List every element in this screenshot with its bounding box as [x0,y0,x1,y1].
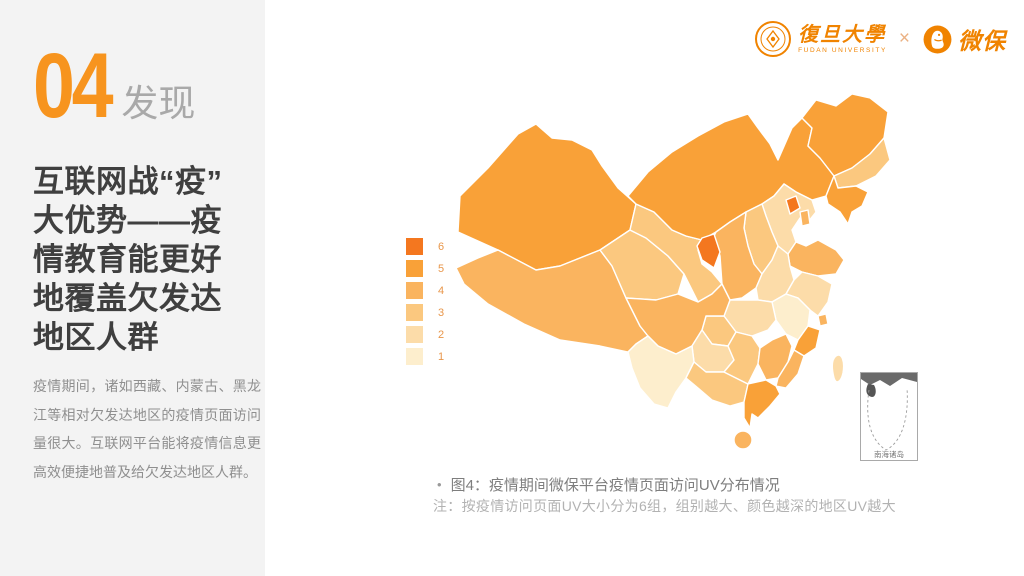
legend-swatch [406,348,423,365]
figure-note: 注：按疫情访问页面UV大小分为6组，组别越大、颜色越深的地区UV越大 [433,498,896,514]
map-legend: 6 5 4 3 2 1 [406,238,444,365]
inset-mainland-shape [861,373,917,386]
logo-separator: × [898,28,910,49]
wesure-penguin-icon [923,25,952,53]
section-header: 04 发现 [33,40,195,132]
wesure-logo: 微保 [922,22,1006,56]
brand-bar: 復旦大學 FUDAN UNIVERSITY × 微保 [754,20,1006,58]
page-title-line: 大优势——疫 [33,203,222,238]
legend-swatch [406,282,423,299]
inset-nine-dash-line [867,387,908,451]
province-ningxia[interactable] [696,233,721,269]
south-china-sea-inset: 南海诸岛 [860,372,918,461]
legend-item: 6 [406,238,444,255]
fudan-name-en: FUDAN UNIVERSITY [798,46,887,54]
legend-label: 6 [438,240,445,253]
left-panel: 04 发现 互联网战“疫” 大优势——疫 情教育能更好 地覆盖欠发达 地区人群 … [0,0,265,576]
inset-label: 南海诸岛 [874,449,904,459]
page-title: 互联网战“疫” 大优势——疫 情教育能更好 地覆盖欠发达 地区人群 [33,162,253,357]
caption-bullet: • [437,477,442,492]
legend-swatch [406,326,423,343]
page-title-line: 互联网战“疫” [33,164,223,199]
page-title-line: 地覆盖欠发达 [33,281,222,316]
page-title-line: 地区人群 [33,320,159,355]
province-liaoning[interactable] [825,175,869,225]
legend-label: 5 [438,262,445,275]
section-number: 04 [33,35,114,137]
legend-swatch [406,260,423,277]
province-hunan[interactable] [723,331,761,385]
fudan-name-cn: 復旦大學 [798,23,887,46]
china-choropleth-map: 南海诸岛 [440,88,920,468]
page-title-line: 情教育能更好 [33,242,222,277]
province-yunnan[interactable] [627,335,695,409]
wesure-name: 微保 [958,28,1006,54]
fudan-logo: 復旦大學 FUDAN UNIVERSITY [754,20,887,58]
legend-label: 3 [438,306,445,319]
fudan-seal-icon [755,21,792,57]
section-label: 发现 [121,83,196,124]
legend-label: 2 [438,328,445,341]
figure-caption-text: 图4：疫情期间微保平台疫情页面访问UV分布情况 [450,477,780,494]
province-shanghai[interactable] [817,313,829,327]
legend-label: 4 [438,284,445,297]
province-tianjin[interactable] [799,209,811,227]
province-hainan[interactable] [733,430,753,450]
legend-item: 4 [406,282,444,299]
province-guangdong[interactable] [743,379,781,429]
figure-caption-row: • 图4：疫情期间微保平台疫情页面访问UV分布情况 [437,474,780,495]
legend-label: 1 [438,350,445,363]
legend-swatch [406,304,423,321]
legend-swatch [406,238,423,255]
legend-item: 2 [406,326,444,343]
province-shandong[interactable] [787,239,845,277]
fudan-wordmark: 復旦大學 FUDAN UNIVERSITY [798,24,887,55]
legend-item: 3 [406,304,444,321]
province-taiwan[interactable] [831,354,845,383]
inset-island-blob [866,384,876,397]
legend-item: 5 [406,260,444,277]
summary-paragraph: 疫情期间，诸如西藏、内蒙古、黑龙江等相对欠发达地区的疫情页面访问量很大。互联网平… [33,378,261,480]
legend-item: 1 [406,348,444,365]
province-beijing[interactable] [785,195,801,215]
province-fujian[interactable] [775,349,805,389]
